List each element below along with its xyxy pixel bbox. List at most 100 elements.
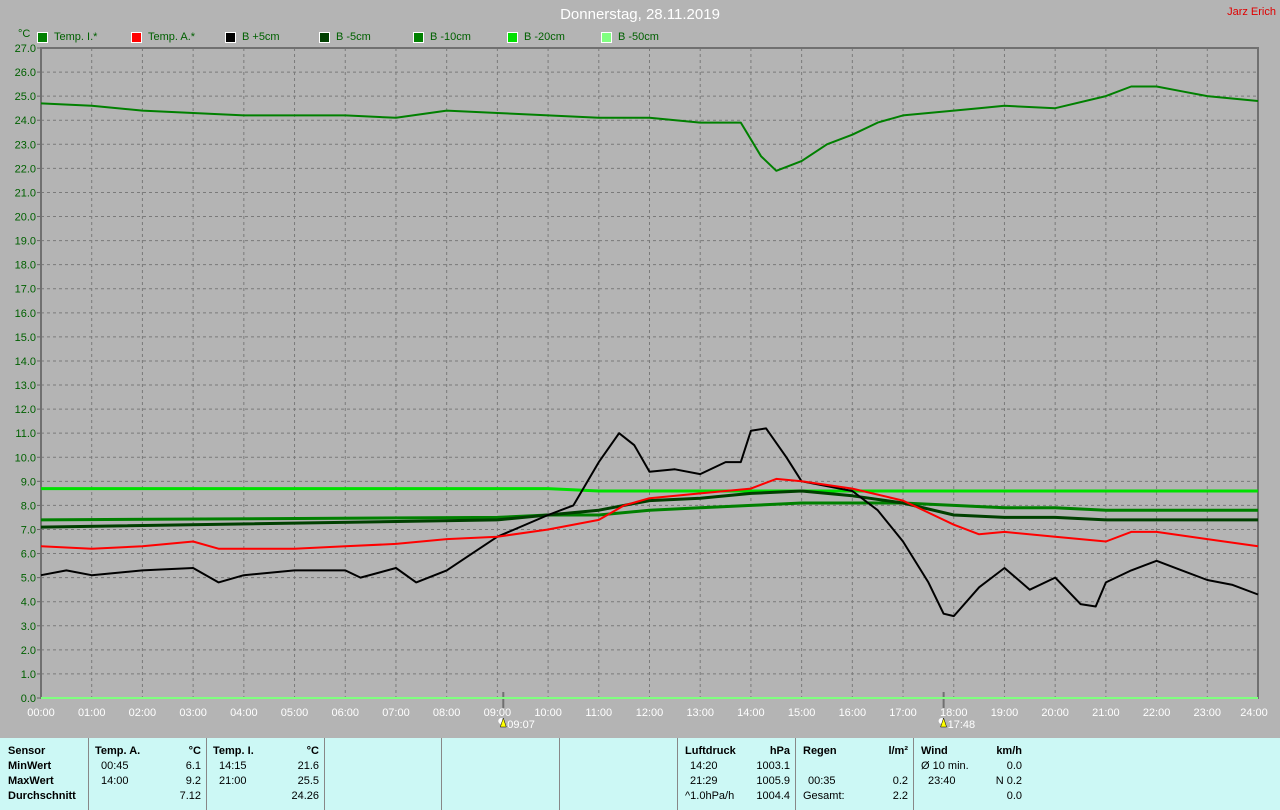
x-tick-label: 15:00 (788, 707, 816, 719)
y-tick-label: 22.0 (15, 163, 36, 175)
y-tick-label: 13.0 (15, 380, 36, 392)
legend-item: Temp. I.* (37, 31, 131, 43)
tempI-unit: °C (306, 745, 319, 757)
x-tick-label: 00:00 (27, 707, 55, 719)
y-tick-label: 7.0 (21, 524, 36, 536)
x-tick-label: 21:00 (1092, 707, 1120, 719)
x-tick-label: 05:00 (281, 707, 309, 719)
y-tick-label: 0.0 (21, 693, 36, 705)
x-tick-label: 16:00 (839, 707, 867, 719)
y-axis-unit: °C (18, 28, 31, 40)
x-tick-label: 18:00 (940, 707, 968, 719)
legend-item: B -10cm (413, 31, 507, 43)
tempI-avg: 24.26 (291, 790, 319, 802)
y-tick-label: 16.0 (15, 308, 36, 320)
tempA-avg: 7.12 (179, 790, 201, 802)
wind-max-time: 23:40 (928, 775, 956, 787)
x-tick-label: 13:00 (686, 707, 714, 719)
sensor-header: Sensor (8, 745, 46, 757)
regen-total: 2.2 (892, 790, 908, 802)
x-tick-label: 17:00 (889, 707, 917, 719)
legend-label: B +5cm (242, 31, 280, 43)
wind-avg: 0.0 (1006, 760, 1022, 772)
series-line-b-5cm (40, 427, 1259, 618)
tempI-min-time: 14:15 (219, 760, 247, 772)
wind-avg-label: Ø 10 min. (921, 760, 969, 772)
y-tick-label: 2.0 (21, 645, 36, 657)
series-line-b-20cm (41, 487, 1258, 493)
legend-item: Temp. A.* (131, 31, 225, 43)
x-tick-label: 07:00 (382, 707, 410, 719)
x-tick-label: 23:00 (1194, 707, 1222, 719)
y-tick-label: 18.0 (15, 260, 36, 272)
x-tick-label: 02:00 (129, 707, 157, 719)
regen-max-time: 00:35 (808, 775, 836, 787)
stats-table: Sensor MinWert MaxWert Durchschnitt Temp… (0, 738, 1280, 810)
wind-unit: km/h (996, 745, 1022, 757)
y-tick-label: 14.0 (15, 356, 36, 368)
x-tick-label: 22:00 (1143, 707, 1171, 719)
y-tick-label: 10.0 (15, 452, 36, 464)
y-tick-label: 21.0 (15, 187, 36, 199)
legend-swatch (601, 31, 612, 43)
y-tick-label: 12.0 (15, 404, 36, 416)
tempA-max: 9.2 (185, 775, 201, 787)
x-tick-label: 12:00 (636, 707, 664, 719)
legend-item: B +5cm (225, 31, 319, 43)
author-label: Jarz Erich (1227, 6, 1276, 18)
y-tick-label: 6.0 (21, 549, 36, 561)
tempA-unit: °C (188, 745, 201, 757)
y-tick-label: 27.0 (15, 43, 36, 55)
y-tick-label: 8.0 (21, 500, 36, 512)
y-tick-label: 17.0 (15, 284, 36, 296)
durchschnitt-label: Durchschnitt (8, 790, 76, 802)
legend-label: B -10cm (430, 31, 471, 43)
series-line-temp-a- (40, 477, 1259, 550)
luft-header: Luftdruck (685, 745, 736, 757)
y-tick-label: 24.0 (15, 115, 36, 127)
sunset-arrow-icon (940, 717, 947, 728)
temperature-chart: 0.0 1.0 2.0 3.0 4.0 5.0 6.0 7.0 8.0 9.0 10.0 11.0 12… (15, 43, 1268, 731)
wind-header: Wind (921, 745, 948, 757)
y-tick-label: 4.0 (21, 597, 36, 609)
x-tick-label: 19:00 (991, 707, 1019, 719)
x-tick-label: 03:00 (179, 707, 207, 719)
y-tick-label: 26.0 (15, 67, 36, 79)
legend-item: B -50cm (601, 31, 695, 43)
x-tick-label: 14:00 (737, 707, 765, 719)
luft-avg: 1004.4 (756, 790, 790, 802)
sunset-time: 17:48 (948, 719, 976, 731)
legend-swatch (131, 31, 142, 43)
tempI-header: Temp. I. (213, 745, 254, 757)
legend-label: B -20cm (524, 31, 565, 43)
luft-max: 1005.9 (756, 775, 790, 787)
legend-label: B -5cm (336, 31, 371, 43)
tempA-min: 6.1 (185, 760, 201, 772)
tempA-max-time: 14:00 (101, 775, 129, 787)
y-tick-label: 11.0 (15, 428, 36, 440)
minwert-label: MinWert (8, 760, 52, 772)
regen-header: Regen (803, 745, 837, 757)
legend: Temp. I.* Temp. A.* B +5cm B -5cm B -10cm B -… (37, 31, 695, 43)
chart-title: Donnerstag, 28.11.2019 (560, 6, 720, 23)
tempA-min-time: 00:45 (101, 760, 129, 772)
x-tick-label: 20:00 (1041, 707, 1069, 719)
series-line-temp-i- (40, 85, 1259, 172)
legend-swatch (37, 31, 48, 43)
sunrise-arrow-icon (499, 717, 507, 728)
regen-max: 0.2 (892, 775, 908, 787)
legend-swatch (319, 31, 330, 43)
legend-label: Temp. I.* (54, 31, 98, 43)
luft-min: 1003.1 (756, 760, 790, 772)
y-tick-label: 1.0 (21, 669, 36, 681)
y-tick-label: 9.0 (21, 476, 36, 488)
luft-unit: hPa (769, 745, 790, 757)
luft-trend: ^1.0hPa/h (685, 790, 735, 802)
legend-swatch (507, 31, 518, 43)
x-tick-label: 04:00 (230, 707, 258, 719)
x-tick-label: 10:00 (534, 707, 562, 719)
legend-item: B -5cm (319, 31, 413, 43)
y-tick-label: 20.0 (15, 212, 36, 224)
x-tick-label: 11:00 (585, 707, 612, 719)
wind-day-avg: 0.0 (1006, 790, 1022, 802)
